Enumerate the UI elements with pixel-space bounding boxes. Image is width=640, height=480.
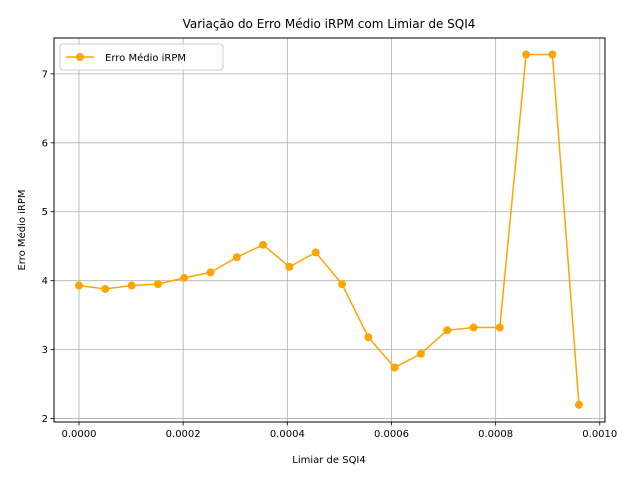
legend-marker-swatch [76,53,84,61]
y-axis-ticks: 2 3 4 5 6 7 [42,69,54,425]
plot-area [54,38,605,422]
plot-frame [53,37,606,423]
x-axis-ticks: 0.0000 0.0002 0.0004 0.0006 0.0008 0.0010 [61,422,617,440]
gridlines [54,38,605,422]
data-point [337,280,346,289]
data-point [153,280,162,289]
data-point [443,326,452,335]
x-tick-label: 0.0008 [478,429,513,440]
x-axis-label: Limiar de SQI4 [292,455,366,466]
x-tick-label: 0.0004 [270,429,305,440]
x-tick-label: 0.0010 [582,429,617,440]
y-axis-label: Erro Médio iRPM [16,189,28,270]
y-tick-label: 3 [42,345,48,356]
data-point [548,50,557,59]
data-point [416,349,425,358]
data-point [74,281,83,290]
data-point [469,323,478,332]
data-point [232,253,241,262]
legend: Erro Médio iRPM [59,43,224,71]
data-point [311,248,320,257]
legend-label: Erro Médio iRPM [105,52,186,64]
x-tick-label: 0.0000 [61,429,96,440]
chart-title: Variação do Erro Médio iRPM com Limiar d… [183,17,476,31]
x-tick-label: 0.0002 [166,429,201,440]
data-point [259,240,268,249]
y-tick-label: 4 [42,276,48,287]
data-point [390,363,399,372]
data-point [364,333,373,342]
series-line [78,53,580,405]
data-point [574,400,583,409]
data-point [522,50,531,59]
data-point [285,262,294,271]
legend-box [59,43,224,71]
x-tick-label: 0.0006 [374,429,409,440]
y-tick-label: 7 [42,69,48,80]
data-point [180,273,189,282]
data-point [495,323,504,332]
y-tick-label: 2 [42,414,48,425]
y-tick-label: 6 [42,138,48,149]
data-point [206,268,215,277]
y-tick-label: 5 [42,207,48,218]
data-point [101,284,110,293]
series-layer [74,50,583,409]
data-point [127,281,136,290]
